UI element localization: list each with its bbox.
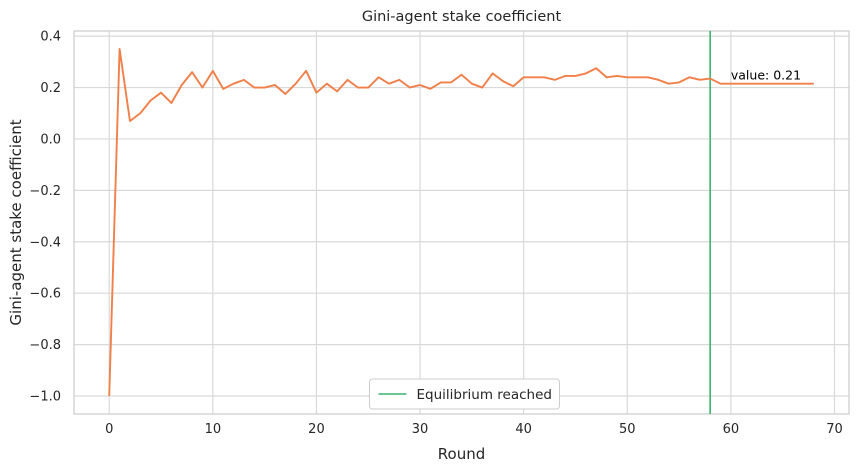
x-tick-label: 30	[412, 422, 429, 437]
y-tick-label: −0.2	[29, 184, 61, 199]
series-group	[108, 48, 814, 397]
y-tick-label: −0.6	[29, 287, 61, 302]
legend: Equilibrium reached	[369, 378, 560, 410]
x-tick-label: 50	[619, 422, 636, 437]
y-axis-title: Gini-agent stake coefficient	[7, 119, 25, 325]
value-annotation: value: 0.21	[731, 68, 801, 83]
y-tick-labels: −1.0 −0.8 −0.6 −0.4 −0.2 0.0 0.2 0.4	[29, 30, 61, 405]
x-tick-label: 60	[723, 422, 740, 437]
chart-title: Gini-agent stake coefficient	[362, 9, 562, 25]
grid	[74, 31, 849, 414]
x-tick-label: 10	[205, 422, 222, 437]
x-tick-label: 20	[308, 422, 325, 437]
legend-box	[369, 378, 560, 410]
y-tick-label: 0.2	[40, 81, 61, 96]
x-tick-label: 40	[515, 422, 532, 437]
x-tick-label: 0	[105, 422, 113, 437]
series-line	[108, 48, 814, 397]
x-tick-labels: 0 10 20 30 40 50 60 70	[105, 422, 843, 437]
y-tick-label: 0.4	[40, 30, 61, 45]
x-axis-title: Round	[438, 445, 485, 463]
y-tick-label: −0.8	[29, 338, 61, 353]
x-tick-label: 70	[826, 422, 843, 437]
y-tick-label: −0.4	[29, 235, 61, 250]
plot-frame	[73, 30, 850, 415]
y-tick-label: −1.0	[29, 390, 61, 405]
legend-label: Equilibrium reached	[417, 387, 552, 403]
y-tick-label: 0.0	[40, 132, 61, 147]
